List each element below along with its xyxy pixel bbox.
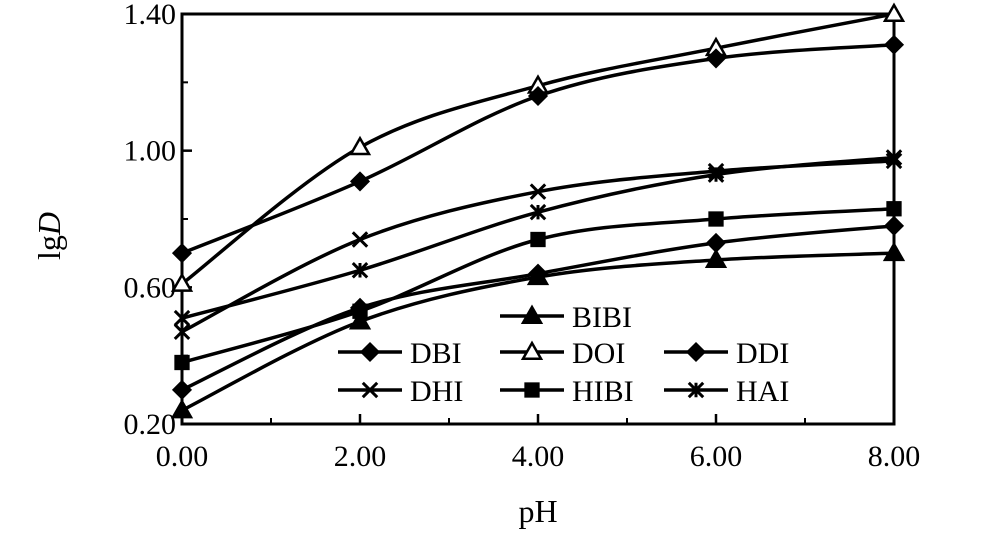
y-axis-label-variable: D [31,212,67,236]
data-point-hai [173,309,191,327]
legend-marker-bibi [520,304,544,324]
legend-marker-doi [520,340,544,360]
data-point-hai [885,149,903,166]
legend-label-ddi: DDI [736,337,789,370]
y-tick-label: 1.40 [124,0,177,31]
x-tick-label: 6.00 [690,440,743,473]
y-tick-label: 0.20 [124,408,177,441]
data-point-dbi [883,215,905,236]
y-tick-label: 0.60 [124,271,177,304]
y-tick-label: 1.00 [124,135,177,168]
y-axis-label: lgD [31,212,67,260]
data-point-dbi [171,379,193,400]
data-point-dhi [173,323,191,341]
x-axis-label: pH [518,493,557,529]
legend-marker-hibi [524,382,540,398]
legend-label-hai: HAI [736,375,789,408]
series-hai [173,149,903,327]
legend-item-hai: HAI [664,375,789,408]
data-point-doi [348,135,372,156]
series-hibi [174,201,902,371]
x-tick-label: 4.00 [512,440,565,473]
data-point-hai [351,261,369,279]
data-point-bibi [704,248,728,268]
data-point-dhi [529,183,547,200]
data-point-ddi [171,243,193,264]
x-tick-label: 0.00 [156,440,209,473]
data-point-hibi [352,303,368,319]
data-point-doi [170,272,194,292]
data-point-doi [882,2,906,22]
data-point-ddi [883,34,905,55]
data-point-hibi [708,211,724,227]
y-axis-label-prefix: lg [31,235,67,260]
data-point-hibi [886,201,902,217]
x-tick-label: 8.00 [868,440,921,473]
legend-marker-dbi [359,341,381,363]
legend-marker-dhi [361,381,379,399]
data-point-bibi [348,309,372,330]
legend: BIBI DBI DOI DDI DHI HIBI HAI [338,301,789,408]
legend-label-dbi: DBI [410,337,462,370]
series-ddi [171,34,905,264]
series-group [170,2,906,419]
data-point-dhi [351,231,369,248]
legend-label-dhi: DHI [410,375,463,408]
data-point-ddi [527,85,549,107]
data-point-bibi [882,241,906,262]
series-doi [170,2,906,292]
axes: 0.00 2.00 4.00 6.00 8.00 0.20 0.60 1.00 1.40 [124,0,921,473]
data-point-dbi [705,232,727,253]
legend-label-bibi: BIBI [572,301,632,334]
legend-item-dhi: DHI [338,375,463,408]
data-point-hibi [530,231,546,248]
data-point-hai [707,166,725,183]
legend-item-bibi: BIBI [500,301,632,334]
legend-item-dbi: DBI [338,337,462,370]
legend-item-doi: DOI [500,337,625,370]
legend-label-hibi: HIBI [572,375,634,408]
legend-item-hibi: HIBI [500,375,634,408]
legend-marker-ddi [685,341,707,363]
data-point-hibi [174,354,190,371]
legend-label-doi: DOI [572,337,625,370]
data-point-ddi [349,171,371,192]
data-point-dbi [527,263,549,284]
data-point-hai [529,203,547,221]
legend-marker-hai [687,381,705,399]
data-point-bibi [170,398,194,419]
legend-item-ddi: DDI [664,337,789,370]
x-tick-label: 2.00 [334,440,387,473]
data-point-ddi [705,48,727,69]
